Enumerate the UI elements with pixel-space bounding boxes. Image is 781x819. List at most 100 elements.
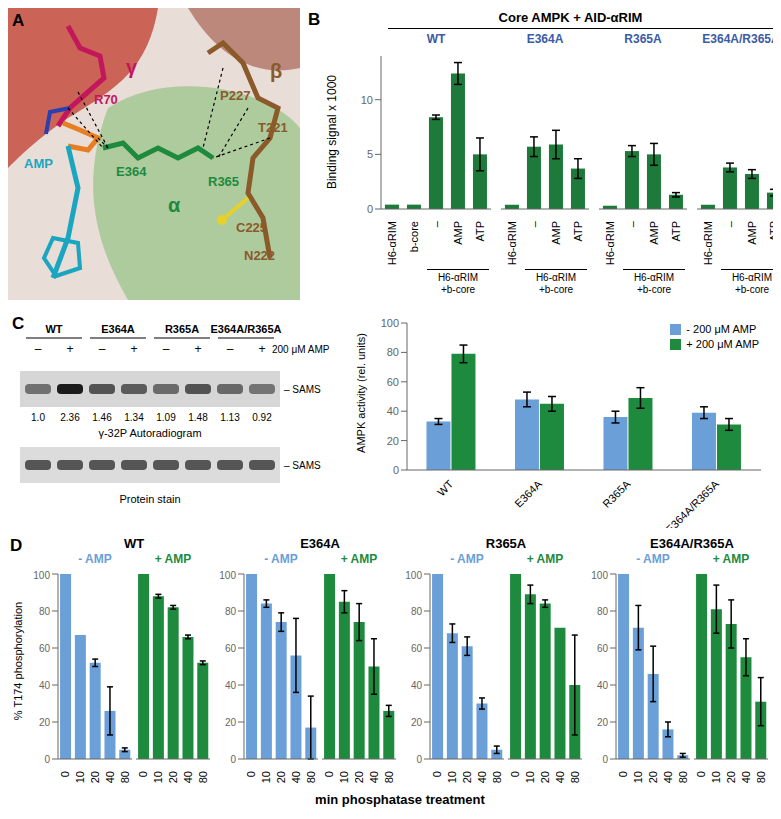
svg-text:20: 20 xyxy=(411,717,423,728)
svg-text:E364: E364 xyxy=(116,164,147,179)
svg-text:20: 20 xyxy=(387,435,399,447)
svg-text:0: 0 xyxy=(230,754,236,765)
svg-text:0: 0 xyxy=(137,771,149,777)
svg-text:– SAMS: – SAMS xyxy=(284,384,321,395)
svg-text:AMP: AMP xyxy=(746,221,758,245)
svg-text:T221: T221 xyxy=(258,120,288,135)
svg-text:–: – xyxy=(724,220,736,227)
svg-text:20: 20 xyxy=(461,771,473,783)
svg-text:H6-αRIM: H6-αRIM xyxy=(506,221,518,265)
svg-text:20: 20 xyxy=(353,771,365,783)
svg-text:ATP: ATP xyxy=(474,221,486,242)
svg-text:AMPK activity (rel. units): AMPK activity (rel. units) xyxy=(355,333,367,453)
svg-text:20: 20 xyxy=(275,771,287,783)
svg-text:40: 40 xyxy=(182,771,194,783)
svg-text:80: 80 xyxy=(119,771,131,783)
svg-text:20: 20 xyxy=(89,771,101,783)
svg-text:1.34: 1.34 xyxy=(124,412,144,423)
svg-text:0: 0 xyxy=(323,771,335,777)
svg-text:N222: N222 xyxy=(244,248,275,263)
svg-text:H6-αRIM: H6-αRIM xyxy=(386,221,398,265)
svg-text:H6-αRIM: H6-αRIM xyxy=(604,221,616,265)
svg-text:E364A: E364A xyxy=(101,323,135,335)
svg-text:Binding signal x 1000: Binding signal x 1000 xyxy=(325,75,339,189)
svg-text:10: 10 xyxy=(260,771,272,783)
svg-text:5: 5 xyxy=(367,148,373,160)
svg-text:γ-32P Autoradiogram: γ-32P Autoradiogram xyxy=(98,427,201,439)
svg-text:0: 0 xyxy=(431,771,443,777)
svg-text:0: 0 xyxy=(602,754,608,765)
svg-text:R365A: R365A xyxy=(165,323,199,335)
svg-text:100: 100 xyxy=(591,570,608,581)
svg-text:80: 80 xyxy=(387,346,399,358)
svg-text:– SAMS: – SAMS xyxy=(284,460,321,471)
svg-text:60: 60 xyxy=(39,643,51,654)
svg-text:0: 0 xyxy=(367,203,373,215)
svg-text:E364A/R365A: E364A/R365A xyxy=(663,477,721,528)
svg-text:+: + xyxy=(194,342,201,356)
svg-text:E364A: E364A xyxy=(512,477,544,509)
svg-text:20: 20 xyxy=(647,771,659,783)
svg-text:80: 80 xyxy=(39,606,51,617)
svg-text:E364A/R365A: E364A/R365A xyxy=(211,323,282,335)
svg-text:R365: R365 xyxy=(208,174,239,189)
svg-text:β: β xyxy=(270,60,282,82)
svg-text:R70: R70 xyxy=(94,92,118,107)
svg-text:Protein stain: Protein stain xyxy=(119,493,180,505)
svg-text:–: – xyxy=(163,342,170,356)
svg-text:0: 0 xyxy=(393,464,399,476)
svg-text:40: 40 xyxy=(740,771,752,783)
svg-text:40: 40 xyxy=(597,680,609,691)
svg-text:1.09: 1.09 xyxy=(156,412,176,423)
svg-text:P227: P227 xyxy=(220,88,250,103)
svg-text:b-core: b-core xyxy=(408,221,420,252)
svg-text:C: C xyxy=(12,314,24,333)
svg-text:WT: WT xyxy=(435,478,456,499)
svg-text:1.0: 1.0 xyxy=(31,412,45,423)
svg-text:80: 80 xyxy=(197,771,209,783)
svg-text:40: 40 xyxy=(387,405,399,417)
svg-text:200 μM AMP: 200 μM AMP xyxy=(272,344,330,355)
svg-text:AMP: AMP xyxy=(24,156,53,171)
svg-text:–: – xyxy=(626,220,638,227)
svg-text:0: 0 xyxy=(617,771,629,777)
svg-text:+: + xyxy=(66,342,73,356)
svg-text:ATP: ATP xyxy=(572,221,584,242)
svg-text:80: 80 xyxy=(305,771,317,783)
svg-text:WT: WT xyxy=(45,323,62,335)
svg-text:% T174 phosphorylation: % T174 phosphorylation xyxy=(12,602,24,720)
svg-text:10: 10 xyxy=(74,771,86,783)
svg-text:1.48: 1.48 xyxy=(188,412,208,423)
svg-text:10: 10 xyxy=(710,771,722,783)
svg-text:2.36: 2.36 xyxy=(60,412,80,423)
svg-text:A: A xyxy=(12,11,24,30)
svg-text:60: 60 xyxy=(387,376,399,388)
svg-text:20: 20 xyxy=(167,771,179,783)
svg-text:20: 20 xyxy=(597,717,609,728)
svg-text:H6-αRIM: H6-αRIM xyxy=(702,221,714,265)
svg-text:100: 100 xyxy=(381,317,399,329)
svg-text:80: 80 xyxy=(225,606,237,617)
svg-text:20: 20 xyxy=(39,717,51,728)
svg-text:0: 0 xyxy=(245,771,257,777)
svg-text:60: 60 xyxy=(411,643,423,654)
svg-text:–: – xyxy=(99,342,106,356)
svg-text:80: 80 xyxy=(411,606,423,617)
svg-text:40: 40 xyxy=(39,680,51,691)
svg-text:ATP: ATP xyxy=(670,221,682,242)
svg-text:40: 40 xyxy=(476,771,488,783)
svg-text:80: 80 xyxy=(597,606,609,617)
svg-text:40: 40 xyxy=(368,771,380,783)
svg-text:AMP: AMP xyxy=(550,221,562,245)
svg-text:40: 40 xyxy=(554,771,566,783)
svg-text:60: 60 xyxy=(225,643,237,654)
svg-text:ATP: ATP xyxy=(768,221,773,242)
svg-text:0: 0 xyxy=(44,754,50,765)
svg-text:10: 10 xyxy=(632,771,644,783)
svg-text:80: 80 xyxy=(383,771,395,783)
svg-text:AMP: AMP xyxy=(648,221,660,245)
svg-text:80: 80 xyxy=(755,771,767,783)
svg-text:80: 80 xyxy=(569,771,581,783)
svg-text:C225: C225 xyxy=(236,220,267,235)
svg-text:10: 10 xyxy=(152,771,164,783)
